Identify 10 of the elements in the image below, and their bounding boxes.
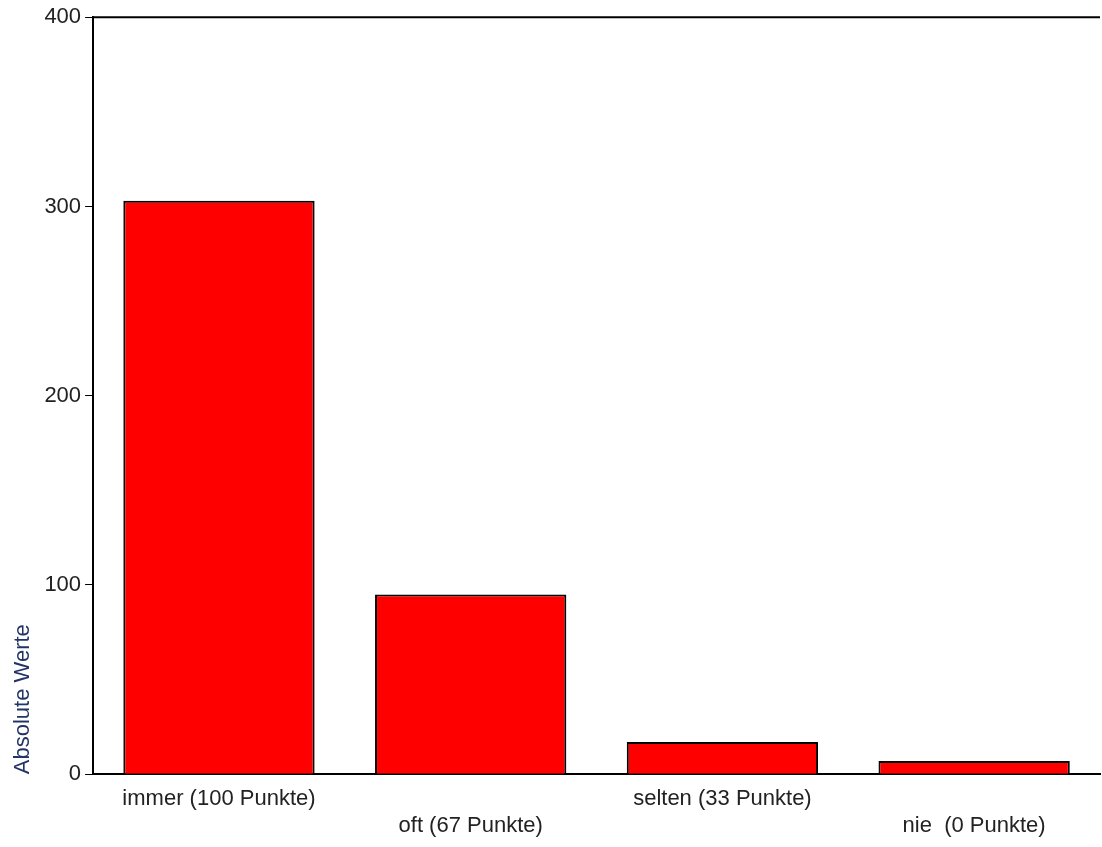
x-tick-label: immer (100 Punkte): [122, 785, 316, 811]
y-axis-title: Absolute Werte: [9, 624, 35, 775]
x-tick-label: nie (0 Punkte): [902, 811, 1046, 837]
y-tick-label: 0: [68, 760, 82, 786]
y-tick-label: 200: [44, 381, 82, 407]
y-tick-label: 300: [44, 192, 82, 218]
y-tick-label: 100: [44, 571, 82, 597]
y-tick-label: 400: [44, 3, 82, 29]
x-tick-label: selten (33 Punkte): [633, 785, 812, 811]
x-tick-label: oft (67 Punkte): [398, 811, 543, 837]
